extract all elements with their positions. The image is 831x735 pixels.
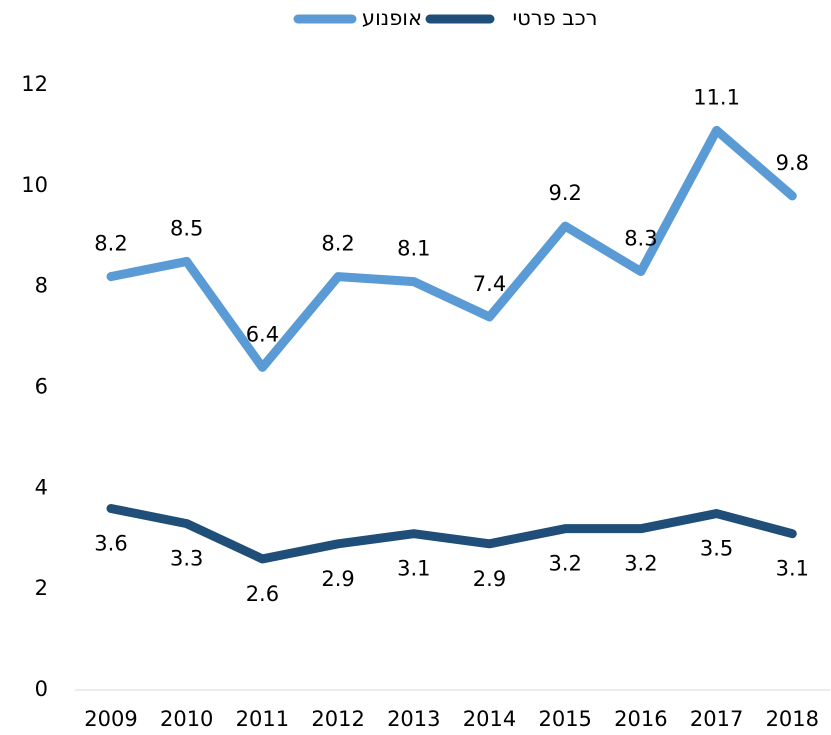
series-line [106, 504, 797, 564]
data-label: 3.2 [548, 552, 581, 576]
data-label: 9.8 [776, 151, 809, 175]
data-label: 6.4 [246, 322, 279, 346]
y-tick-label: 2 [35, 576, 48, 600]
data-label: 2.9 [321, 567, 354, 591]
x-tick-label: 2012 [311, 707, 364, 731]
x-tick-label: 2014 [463, 707, 516, 731]
data-label: 8.5 [170, 216, 203, 240]
x-tick-label: 2015 [538, 707, 591, 731]
y-tick-label: 6 [35, 375, 48, 399]
x-tick-label: 2017 [690, 707, 743, 731]
x-tick-label: 2009 [84, 707, 137, 731]
data-label: 2.9 [473, 567, 506, 591]
y-tick-label: 0 [35, 677, 48, 701]
data-label: 8.2 [321, 232, 354, 256]
y-tick-label: 12 [21, 72, 48, 96]
data-label: 7.4 [473, 272, 506, 296]
data-label: 3.3 [170, 547, 203, 571]
data-label: 8.3 [624, 227, 657, 251]
x-tick-label: 2011 [236, 707, 289, 731]
x-tick-label: 2018 [766, 707, 819, 731]
data-label: 3.6 [94, 532, 127, 556]
data-label: 8.2 [94, 232, 127, 256]
series-line [106, 125, 797, 372]
data-label: 11.1 [693, 85, 740, 109]
x-tick-label: 2010 [160, 707, 213, 731]
x-tick-label: 2016 [614, 707, 667, 731]
legend-label: רכב פרטי [512, 6, 597, 30]
data-label: 3.2 [624, 552, 657, 576]
y-tick-label: 10 [21, 173, 48, 197]
y-tick-label: 8 [35, 274, 48, 298]
data-label: 3.1 [776, 557, 809, 581]
data-label: 3.5 [700, 537, 733, 561]
data-label: 8.1 [397, 237, 430, 261]
x-tick-label: 2013 [387, 707, 440, 731]
data-label: 2.6 [246, 582, 279, 606]
data-label: 3.1 [397, 557, 430, 581]
data-label: 9.2 [548, 181, 581, 205]
y-tick-label: 4 [35, 475, 48, 499]
legend-label: אופנוע [362, 6, 422, 30]
